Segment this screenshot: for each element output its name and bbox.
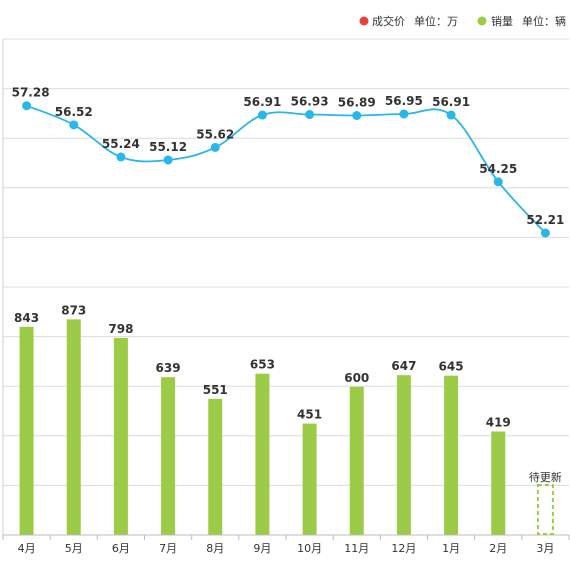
sales-bar-label: 639 bbox=[156, 361, 181, 375]
pending-label: 待更新 bbox=[529, 470, 562, 484]
sales-bar-label: 647 bbox=[391, 359, 416, 373]
price-point bbox=[446, 110, 456, 120]
sales-bar-label: 451 bbox=[297, 408, 322, 422]
sales-bar bbox=[444, 375, 459, 535]
price-point bbox=[116, 152, 126, 162]
sales-bar-label: 419 bbox=[486, 416, 511, 430]
price-point bbox=[399, 109, 409, 119]
x-axis-tick-label: 5月 bbox=[65, 542, 83, 555]
sales-bar bbox=[349, 386, 364, 535]
x-axis: 4月 5月 6月 7月 8月 9月 10月 11月 12月 1月 2月 3月 bbox=[2, 534, 570, 555]
sales-bar-label: 653 bbox=[250, 358, 275, 372]
sales-bar bbox=[19, 326, 34, 535]
sales-bar-label: 843 bbox=[14, 311, 39, 325]
price-point bbox=[69, 120, 79, 130]
price-point bbox=[22, 101, 32, 111]
legend-sales-label: 销量 bbox=[491, 14, 513, 28]
price-series-line bbox=[26, 104, 547, 234]
price-point bbox=[493, 177, 503, 187]
x-axis-tick-label: 12月 bbox=[391, 542, 416, 555]
price-point-label: 56.91 bbox=[432, 95, 470, 109]
pending-marker: 待更新 bbox=[529, 470, 562, 535]
x-axis-tick-label: 11月 bbox=[344, 542, 369, 555]
sales-bar bbox=[396, 375, 411, 535]
price-point bbox=[210, 142, 220, 152]
price-point-label: 56.52 bbox=[55, 105, 93, 119]
x-axis-tick-label: 3月 bbox=[536, 542, 554, 555]
sales-bar bbox=[208, 398, 223, 535]
legend: 成交价 单位：万 销量 单位：辆 bbox=[359, 14, 566, 28]
price-point-label: 56.93 bbox=[291, 95, 329, 109]
x-axis-tick-label: 2月 bbox=[489, 542, 507, 555]
price-point-label: 56.95 bbox=[385, 94, 423, 108]
price-point-label: 55.24 bbox=[102, 137, 140, 151]
price-point bbox=[163, 155, 173, 165]
x-axis-tick-label: 6月 bbox=[112, 542, 130, 555]
sales-bar bbox=[491, 431, 506, 535]
price-line bbox=[26, 104, 547, 234]
bars bbox=[19, 319, 506, 535]
legend-sales-marker bbox=[477, 16, 487, 26]
sales-bar-label: 551 bbox=[203, 383, 228, 397]
price-point-label: 55.12 bbox=[149, 140, 187, 154]
sales-bar-label: 798 bbox=[108, 322, 133, 336]
x-axis-tick-label: 8月 bbox=[206, 542, 224, 555]
sales-bar bbox=[113, 337, 128, 535]
sales-bar bbox=[302, 423, 317, 535]
sales-bar bbox=[161, 377, 176, 535]
x-axis-tick-label: 1月 bbox=[442, 542, 460, 555]
sales-bar bbox=[66, 319, 81, 535]
legend-price-unit: 单位：万 bbox=[414, 14, 458, 28]
sales-bar-label: 600 bbox=[344, 371, 369, 385]
x-axis-tick-label: 9月 bbox=[253, 542, 271, 555]
x-axis-tick-label: 7月 bbox=[159, 542, 177, 555]
price-point bbox=[352, 111, 362, 121]
legend-sales-unit: 单位：辆 bbox=[522, 14, 566, 28]
price-point-label: 57.28 bbox=[12, 86, 50, 100]
price-point-label: 54.25 bbox=[479, 162, 517, 176]
price-point-label: 55.62 bbox=[196, 127, 234, 141]
sales-bar bbox=[255, 373, 270, 535]
bar-labels: 843 873 798 639 551 653 451 600 647 645 419 bbox=[14, 303, 511, 429]
price-point bbox=[257, 110, 267, 120]
sales-bar-label: 873 bbox=[61, 303, 86, 317]
price-point-label: 52.21 bbox=[526, 213, 564, 227]
price-points bbox=[22, 101, 550, 238]
pending-bar bbox=[536, 484, 554, 535]
x-axis-tick-label: 4月 bbox=[18, 542, 36, 555]
x-axis-tick-label: 10月 bbox=[297, 542, 322, 555]
sales-bar-label: 645 bbox=[439, 360, 464, 374]
price-point-label: 56.89 bbox=[338, 96, 376, 110]
legend-price-marker bbox=[359, 16, 369, 26]
price-labels: 57.28 56.52 55.24 55.12 55.62 56.91 56.93 56.89… bbox=[12, 86, 565, 227]
legend-price-label: 成交价 bbox=[372, 14, 405, 28]
price-point-label: 56.91 bbox=[243, 95, 281, 109]
price-point bbox=[540, 228, 550, 238]
price-point bbox=[305, 110, 315, 120]
